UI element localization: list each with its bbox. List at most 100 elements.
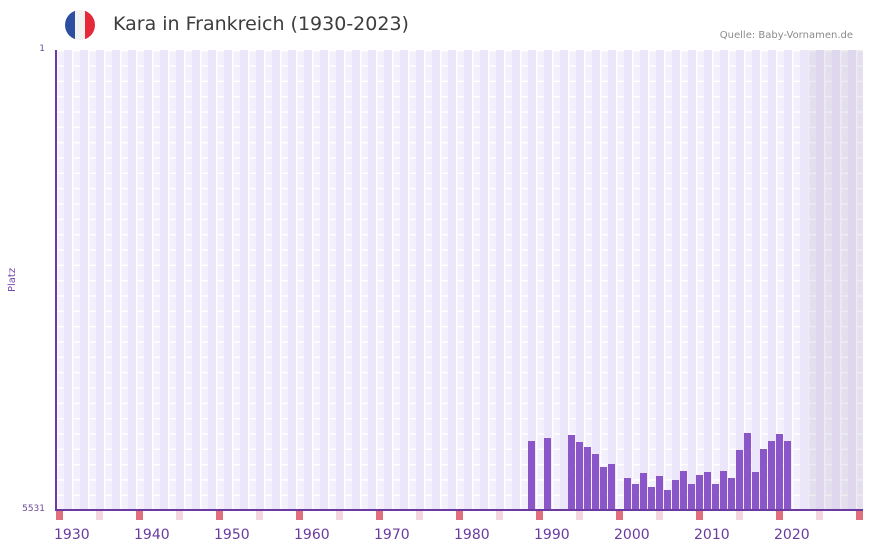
bar-1995[interactable] (576, 442, 583, 510)
grid-column (96, 50, 104, 510)
bar-2016[interactable] (744, 432, 751, 510)
bar-2004[interactable] (648, 486, 655, 510)
bar-2011[interactable] (704, 471, 711, 510)
year-marker (736, 511, 743, 520)
x-tick-2000: 2000 (614, 527, 650, 543)
bar-2012[interactable] (712, 483, 719, 510)
bar-2008[interactable] (680, 470, 687, 510)
bar-2015[interactable] (736, 450, 743, 510)
year-marker (496, 511, 503, 520)
grid-column (624, 50, 632, 510)
year-marker (256, 511, 263, 520)
x-axis (55, 509, 863, 511)
grid-column (416, 50, 424, 510)
grid-column (160, 50, 168, 510)
grid-column (768, 50, 776, 510)
year-marker (296, 511, 303, 520)
grid-column (320, 50, 328, 510)
x-tick-2020: 2020 (774, 527, 810, 543)
grid-column (224, 50, 232, 510)
bar-2019[interactable] (768, 441, 775, 510)
year-marker (216, 511, 223, 520)
x-tick-1970: 1970 (374, 527, 410, 543)
year-marker (576, 511, 583, 520)
france-flag-icon (65, 10, 95, 40)
grid-column (592, 50, 600, 510)
y-tick-bottom: 5531 (22, 504, 45, 514)
grid-column (816, 50, 824, 510)
bar-2007[interactable] (672, 479, 679, 510)
future-shade (808, 50, 863, 510)
grid-column (368, 50, 376, 510)
grid-column (240, 50, 248, 510)
bar-1994[interactable] (568, 434, 575, 510)
year-marker (816, 511, 823, 520)
year-marker (456, 511, 463, 520)
grid-column (608, 50, 616, 510)
bar-1999[interactable] (608, 464, 615, 510)
bar-1991[interactable] (544, 437, 551, 510)
grid-column (752, 50, 760, 510)
year-marker (776, 511, 783, 520)
bar-2014[interactable] (728, 477, 735, 510)
year-marker (656, 511, 663, 520)
bar-2003[interactable] (640, 472, 647, 510)
grid-column (784, 50, 792, 510)
grid-column (256, 50, 264, 510)
bar-1996[interactable] (584, 447, 591, 510)
x-tick-1930: 1930 (54, 527, 90, 543)
year-marker (56, 511, 63, 520)
x-tick-1940: 1940 (134, 527, 170, 543)
grid-column (560, 50, 568, 510)
grid-column (64, 50, 72, 510)
grid-column (432, 50, 440, 510)
bar-2021[interactable] (784, 441, 791, 510)
y-axis (55, 50, 57, 511)
grid-column (640, 50, 648, 510)
chart-title: Kara in Frankreich (1930-2023) (113, 13, 409, 35)
grid-column (544, 50, 552, 510)
bar-2017[interactable] (752, 471, 759, 510)
bar-2006[interactable] (664, 489, 671, 510)
bar-1989[interactable] (528, 441, 535, 510)
grid-column (576, 50, 584, 510)
grid-column (112, 50, 120, 510)
bar-2002[interactable] (632, 483, 639, 510)
grid-column (688, 50, 696, 510)
year-marker (616, 511, 623, 520)
grid-column (448, 50, 456, 510)
year-marker (176, 511, 183, 520)
bar-2010[interactable] (696, 474, 703, 510)
bar-2009[interactable] (688, 483, 695, 510)
grid-column (464, 50, 472, 510)
bar-2013[interactable] (720, 470, 727, 510)
grid-column (352, 50, 360, 510)
year-marker (416, 511, 423, 520)
grid-column (208, 50, 216, 510)
bar-2020[interactable] (776, 433, 783, 510)
grid-column (832, 50, 840, 510)
bar-1998[interactable] (600, 466, 607, 510)
grid-background (56, 50, 863, 510)
year-marker (96, 511, 103, 520)
bar-2018[interactable] (760, 449, 767, 510)
bar-2005[interactable] (656, 475, 663, 510)
x-tick-1990: 1990 (534, 527, 570, 543)
grid-column (336, 50, 344, 510)
grid-column (800, 50, 808, 510)
plot-area (56, 50, 863, 510)
grid-column (384, 50, 392, 510)
year-marker (696, 511, 703, 520)
grid-column (272, 50, 280, 510)
bar-1997[interactable] (592, 454, 599, 510)
grid-column (672, 50, 680, 510)
grid-column (720, 50, 728, 510)
x-tick-1960: 1960 (294, 527, 330, 543)
grid-column (144, 50, 152, 510)
grid-column (400, 50, 408, 510)
grid-column (704, 50, 712, 510)
x-tick-1980: 1980 (454, 527, 490, 543)
bar-2001[interactable] (624, 477, 631, 510)
year-marker (136, 511, 143, 520)
year-marker (856, 511, 863, 520)
